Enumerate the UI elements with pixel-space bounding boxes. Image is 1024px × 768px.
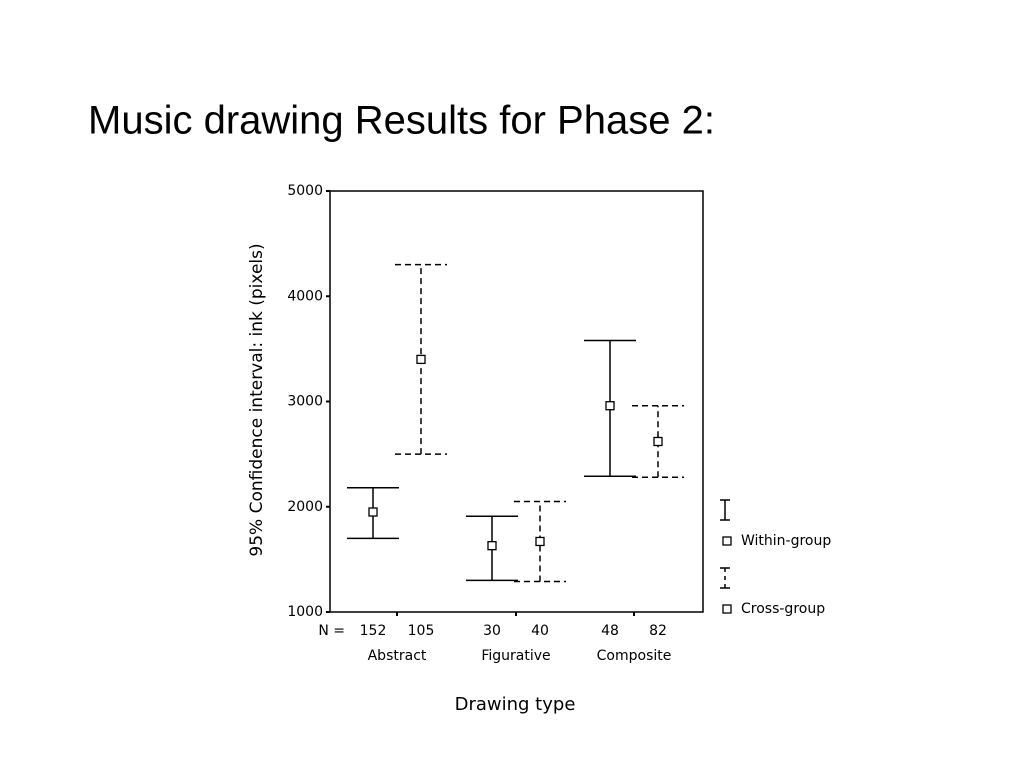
y-tick-label: 4000 <box>287 288 323 304</box>
plot-frame <box>329 190 704 613</box>
mean-marker <box>487 541 497 551</box>
mean-marker <box>535 536 545 547</box>
y-tick-label: 5000 <box>287 183 323 199</box>
n-count: 48 <box>601 623 619 639</box>
legend-label: Within-group <box>741 533 831 549</box>
y-tick-label: 3000 <box>287 394 323 410</box>
x-tick-label: Figurative <box>481 648 550 664</box>
mean-marker <box>416 354 426 365</box>
legend-label: Cross-group <box>741 601 825 617</box>
n-count: 82 <box>649 623 667 639</box>
n-label: N = <box>318 623 345 639</box>
y-tick-label: 1000 <box>287 604 323 620</box>
mean-marker <box>605 401 615 411</box>
chart-title: Music drawing Results for Phase 2: <box>88 99 715 143</box>
x-tick-label: Composite <box>597 648 672 664</box>
legend-marker <box>722 604 732 614</box>
n-count: 152 <box>360 623 387 639</box>
x-axis-label: Drawing type <box>455 694 576 715</box>
mean-marker <box>368 507 378 517</box>
n-count: 30 <box>483 623 501 639</box>
y-axis-label: 95% Confidence interval: ink (pixels) <box>247 243 267 556</box>
legend-marker <box>722 536 732 546</box>
x-tick-label: Abstract <box>368 648 427 664</box>
n-count: 105 <box>408 623 435 639</box>
mean-marker <box>653 436 663 447</box>
n-count: 40 <box>531 623 549 639</box>
y-tick-label: 2000 <box>287 499 323 515</box>
